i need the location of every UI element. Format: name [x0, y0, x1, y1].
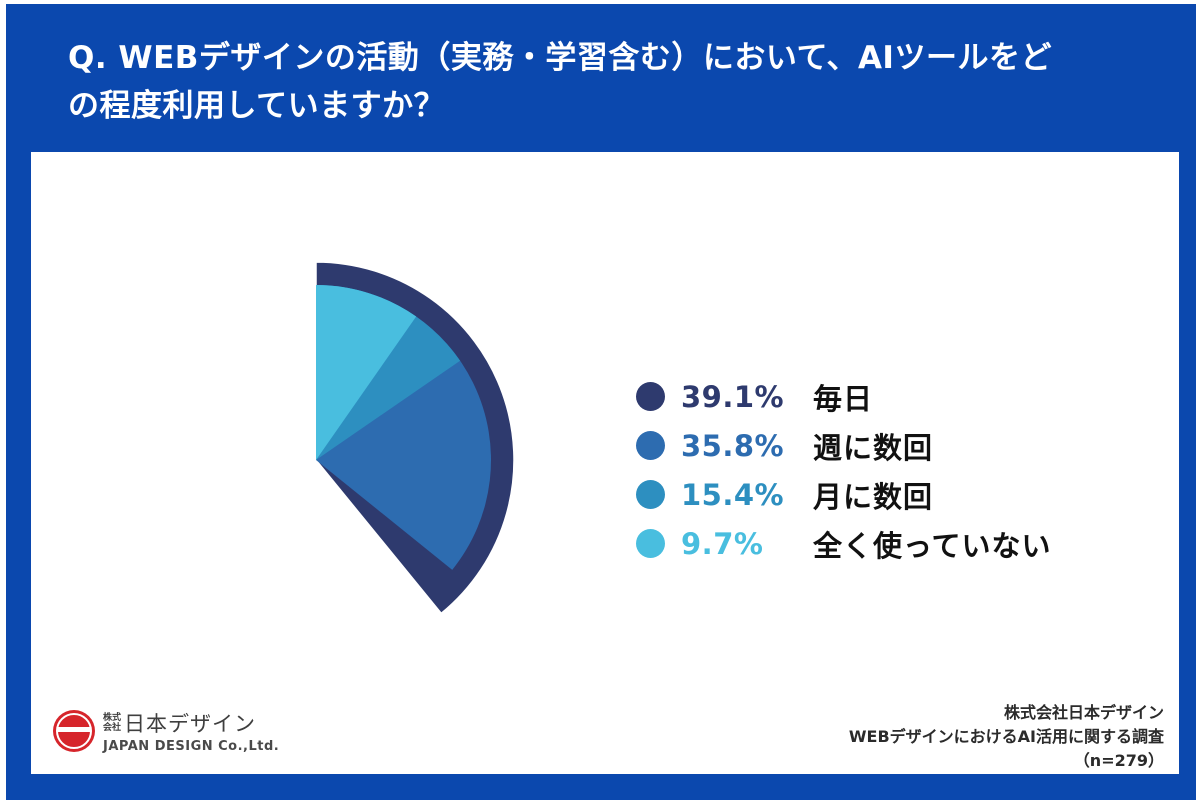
legend-swatch-icon: [636, 529, 665, 558]
legend-item-several-per-week: 35.8% 週に数回: [636, 428, 1052, 465]
legend-percent: 15.4%: [681, 477, 785, 512]
question-title-line1: Q. WEBデザインの活動（実務・学習含む）において、AIツールをど: [68, 40, 1052, 76]
survey-source: 株式会社日本デザイン WEBデザインにおけるAI活用に関する調査 （n=279）: [849, 701, 1164, 773]
logo-text: 株式 会社 日本デザイン JAPAN DESIGN Co.,Ltd.: [103, 708, 279, 754]
logo-company-prefix: 株式 会社: [103, 712, 122, 733]
legend-percent: 35.8%: [681, 428, 785, 463]
legend-swatch-icon: [636, 382, 665, 411]
legend-item-several-per-month: 15.4% 月に数回: [636, 477, 1052, 514]
company-logo: 株式 会社 日本デザイン JAPAN DESIGN Co.,Ltd.: [53, 708, 279, 754]
question-title-line2: の程度利用していますか？: [68, 88, 446, 125]
legend-swatch-icon: [636, 431, 665, 460]
japan-design-logo-icon: [53, 710, 95, 752]
logo-company-name-jp: 日本デザイン: [124, 712, 257, 736]
pie-chart: [315, 261, 515, 615]
blue-frame: Q. WEBデザインの活動（実務・学習含む）において、AIツールをど の程度利用…: [6, 4, 1196, 800]
legend-label: 月に数回: [813, 479, 934, 514]
legend-swatch-icon: [636, 480, 665, 509]
source-survey-title: WEBデザインにおけるAI活用に関する調査: [848, 727, 1164, 746]
legend-percent: 39.1%: [681, 379, 785, 414]
pie-slice-3: [316, 285, 417, 460]
chart-legend: 39.1% 毎日 35.8% 週に数回 15.4% 月に数回 9.7% 全く使っ…: [636, 380, 1052, 576]
legend-item-daily: 39.1% 毎日: [636, 379, 1052, 416]
source-company: 株式会社日本デザイン: [1003, 703, 1164, 722]
legend-percent: 9.7%: [681, 526, 764, 561]
chart-panel: 39.1% 毎日 35.8% 週に数回 15.4% 月に数回 9.7% 全く使っ…: [31, 152, 1179, 774]
logo-company-name-en: JAPAN DESIGN Co.,Ltd.: [103, 739, 280, 754]
legend-item-never: 9.7% 全く使っていない: [636, 526, 1052, 563]
legend-label: 全く使っていない: [813, 528, 1052, 563]
legend-label: 毎日: [813, 381, 874, 416]
legend-label: 週に数回: [813, 430, 934, 465]
source-sample-size: （n=279）: [1073, 751, 1164, 770]
question-title: Q. WEBデザインの活動（実務・学習含む）において、AIツールをど の程度利用…: [68, 34, 1168, 130]
